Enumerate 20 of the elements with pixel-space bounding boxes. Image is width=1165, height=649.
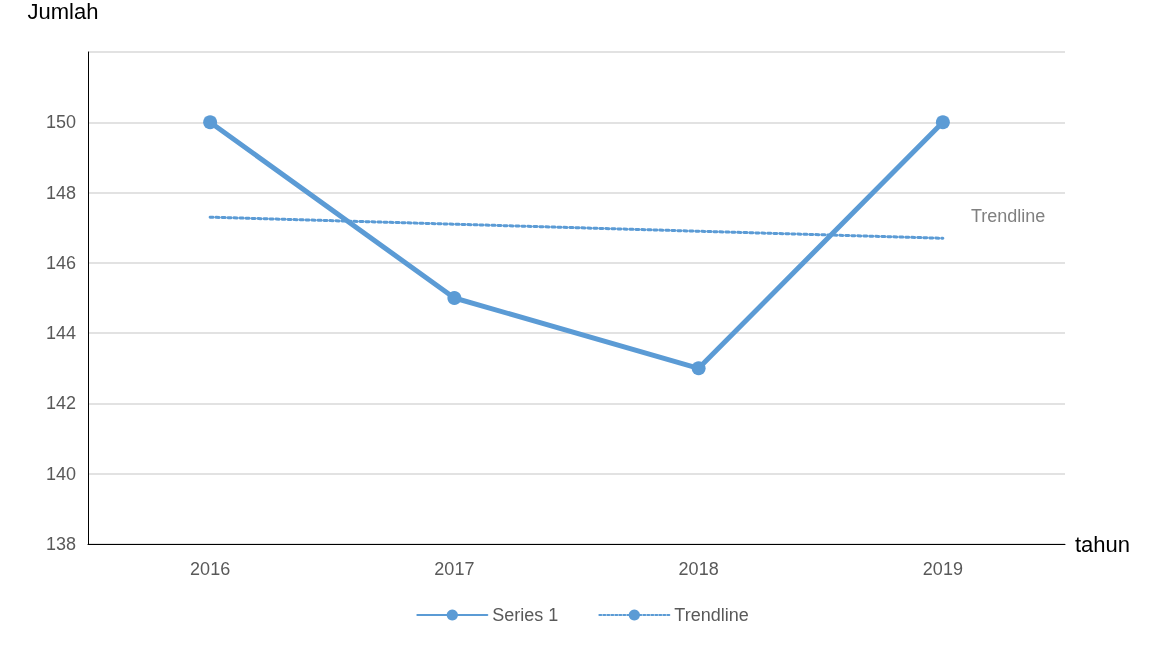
point	[203, 115, 218, 130]
legend-label: Series 1	[492, 605, 559, 625]
x-tick-label: 2018	[678, 559, 719, 579]
text: Trendline	[970, 206, 1046, 227]
y-tick-label: 146	[45, 252, 76, 273]
y-tick-label: 148	[45, 182, 76, 203]
y-tick-label: 140	[45, 463, 76, 484]
x-axis-title: tahun	[1075, 531, 1131, 557]
legend-label: Trendline	[674, 605, 749, 625]
x-tick-label: 2016	[190, 559, 231, 579]
y-axis-title: Jumlah	[27, 0, 99, 24]
y-tick-label: 144	[45, 323, 76, 344]
y-tick-label: 150	[45, 112, 76, 133]
point	[691, 361, 706, 376]
point	[447, 291, 462, 305]
x-tick-label: 2017	[434, 559, 475, 579]
y-tick-label: 142	[45, 393, 76, 414]
x-tick-label: 2019	[922, 559, 963, 579]
point	[935, 115, 950, 130]
y-tick-label: 138	[45, 534, 76, 554]
